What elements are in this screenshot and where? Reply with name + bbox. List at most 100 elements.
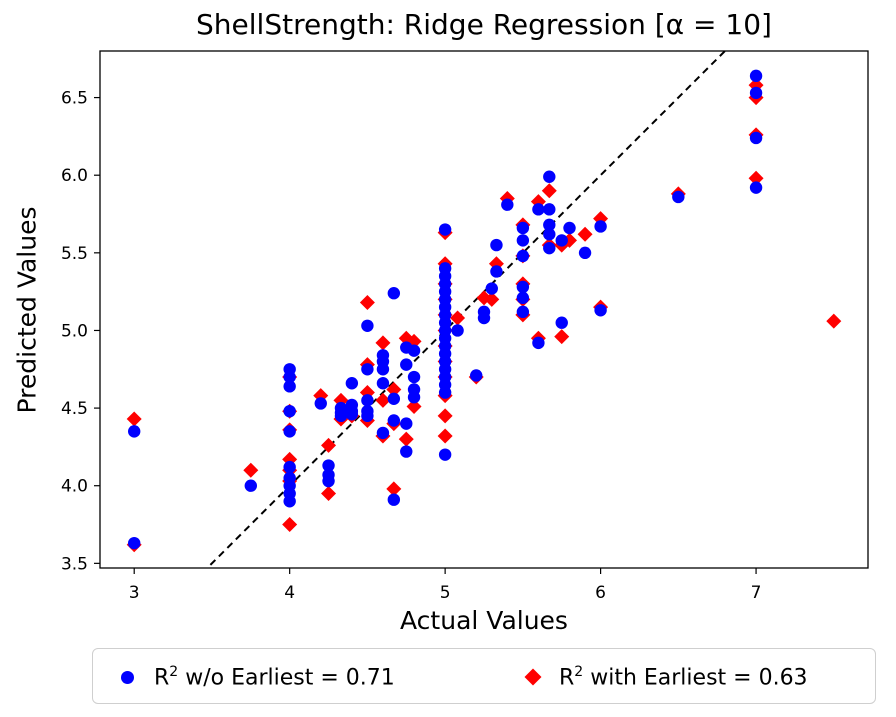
legend-label-with-earliest: R2 with Earliest = 0.63 xyxy=(559,663,808,691)
circle-point xyxy=(516,234,530,247)
circle-point xyxy=(283,460,296,474)
circle-marker-icon xyxy=(121,670,134,684)
circle-point xyxy=(387,286,401,300)
circle-point xyxy=(543,241,556,255)
circle-point xyxy=(749,86,763,100)
circle-point xyxy=(407,344,421,357)
circle-point xyxy=(490,238,503,252)
circle-point xyxy=(578,246,592,260)
diamond-point xyxy=(375,335,391,351)
circle-point xyxy=(345,408,359,421)
circle-point xyxy=(555,316,568,329)
x-axis-label: Actual Values xyxy=(400,606,568,635)
diamond-point xyxy=(321,437,337,453)
diamond-point xyxy=(398,431,414,447)
circle-point xyxy=(387,414,401,427)
circle-point xyxy=(361,363,374,376)
circle-point xyxy=(485,282,498,295)
y-tick-label: 5.5 xyxy=(61,244,88,264)
circle-point xyxy=(334,409,348,423)
diamond-point xyxy=(406,399,422,415)
diamond-point xyxy=(541,183,557,199)
diamond-point xyxy=(386,481,402,497)
circle-point xyxy=(543,228,556,241)
circle-point xyxy=(516,291,530,305)
diamond-point xyxy=(437,408,453,424)
circle-point xyxy=(555,234,568,247)
x-tick-label: 7 xyxy=(751,583,762,603)
circle-point xyxy=(345,377,359,390)
circle-point xyxy=(400,417,413,430)
x-tick-label: 4 xyxy=(284,583,295,603)
diamond-point xyxy=(321,485,337,501)
diamond-point xyxy=(554,329,570,345)
circle-point xyxy=(543,170,556,183)
circle-point xyxy=(749,69,763,83)
chart-title: ShellStrength: Ridge Regression [α = 10] xyxy=(196,8,772,41)
y-tick-label: 4.0 xyxy=(61,477,88,497)
diamond-point xyxy=(282,517,298,533)
circle-point xyxy=(470,369,483,382)
diamond-point xyxy=(375,392,391,408)
circle-point xyxy=(322,474,335,488)
circle-point xyxy=(594,220,607,233)
diamond-point xyxy=(437,428,453,444)
circle-point xyxy=(563,221,576,235)
circle-point xyxy=(322,459,335,472)
y-tick-label: 4.5 xyxy=(61,399,88,419)
diamond-point xyxy=(386,381,402,397)
circle-point xyxy=(438,448,452,461)
diamond-point xyxy=(826,313,842,329)
legend-label-without-earliest: R2 w/o Earliest = 0.71 xyxy=(154,663,395,691)
y-tick-label: 3.5 xyxy=(61,554,88,574)
y-axis-label: Predicted Values xyxy=(12,206,42,414)
diamond-point xyxy=(243,462,259,478)
circle-point xyxy=(407,370,421,384)
circle-point xyxy=(516,221,530,235)
circle-point xyxy=(516,249,530,263)
circle-point xyxy=(376,377,390,390)
circle-point xyxy=(376,363,390,376)
circle-point xyxy=(387,392,401,405)
circle-point xyxy=(516,305,530,319)
circle-point xyxy=(749,131,763,145)
x-tick-label: 5 xyxy=(440,583,451,603)
circle-point xyxy=(400,445,413,458)
circle-point xyxy=(400,358,413,371)
circle-point xyxy=(532,336,545,350)
diamond-point xyxy=(359,295,375,311)
x-tick-label: 3 xyxy=(129,583,140,603)
series-0 xyxy=(128,69,763,550)
legend-item-with-earliest: R2 with Earliest = 0.63 xyxy=(524,649,808,705)
y-tick-label: 5.0 xyxy=(61,321,88,341)
circle-point xyxy=(361,394,374,407)
legend-item-without-earliest: R2 w/o Earliest = 0.71 xyxy=(121,649,395,705)
circle-point xyxy=(361,319,374,333)
circle-point xyxy=(543,218,556,232)
circle-point xyxy=(594,304,607,317)
circle-point xyxy=(451,324,464,337)
legend: R2 w/o Earliest = 0.71 R2 with Earliest … xyxy=(92,648,876,704)
circle-point xyxy=(283,370,296,384)
circle-point xyxy=(477,311,491,325)
diamond-point xyxy=(484,291,500,307)
circle-point xyxy=(128,536,141,550)
y-tick-label: 6.5 xyxy=(61,89,88,109)
circle-point xyxy=(672,190,685,204)
circle-point xyxy=(361,409,374,423)
diamond-point xyxy=(126,411,142,427)
circle-point xyxy=(532,203,545,216)
plot-frame xyxy=(99,50,869,569)
circle-point xyxy=(314,397,327,410)
circle-point xyxy=(283,495,296,508)
circle-point xyxy=(407,391,421,404)
circle-point xyxy=(283,425,296,438)
circle-point xyxy=(438,386,452,399)
diamond-point xyxy=(577,226,593,242)
circle-point xyxy=(438,223,452,236)
circle-point xyxy=(501,198,514,211)
diamond-point xyxy=(748,170,764,186)
plot-area xyxy=(126,51,842,568)
